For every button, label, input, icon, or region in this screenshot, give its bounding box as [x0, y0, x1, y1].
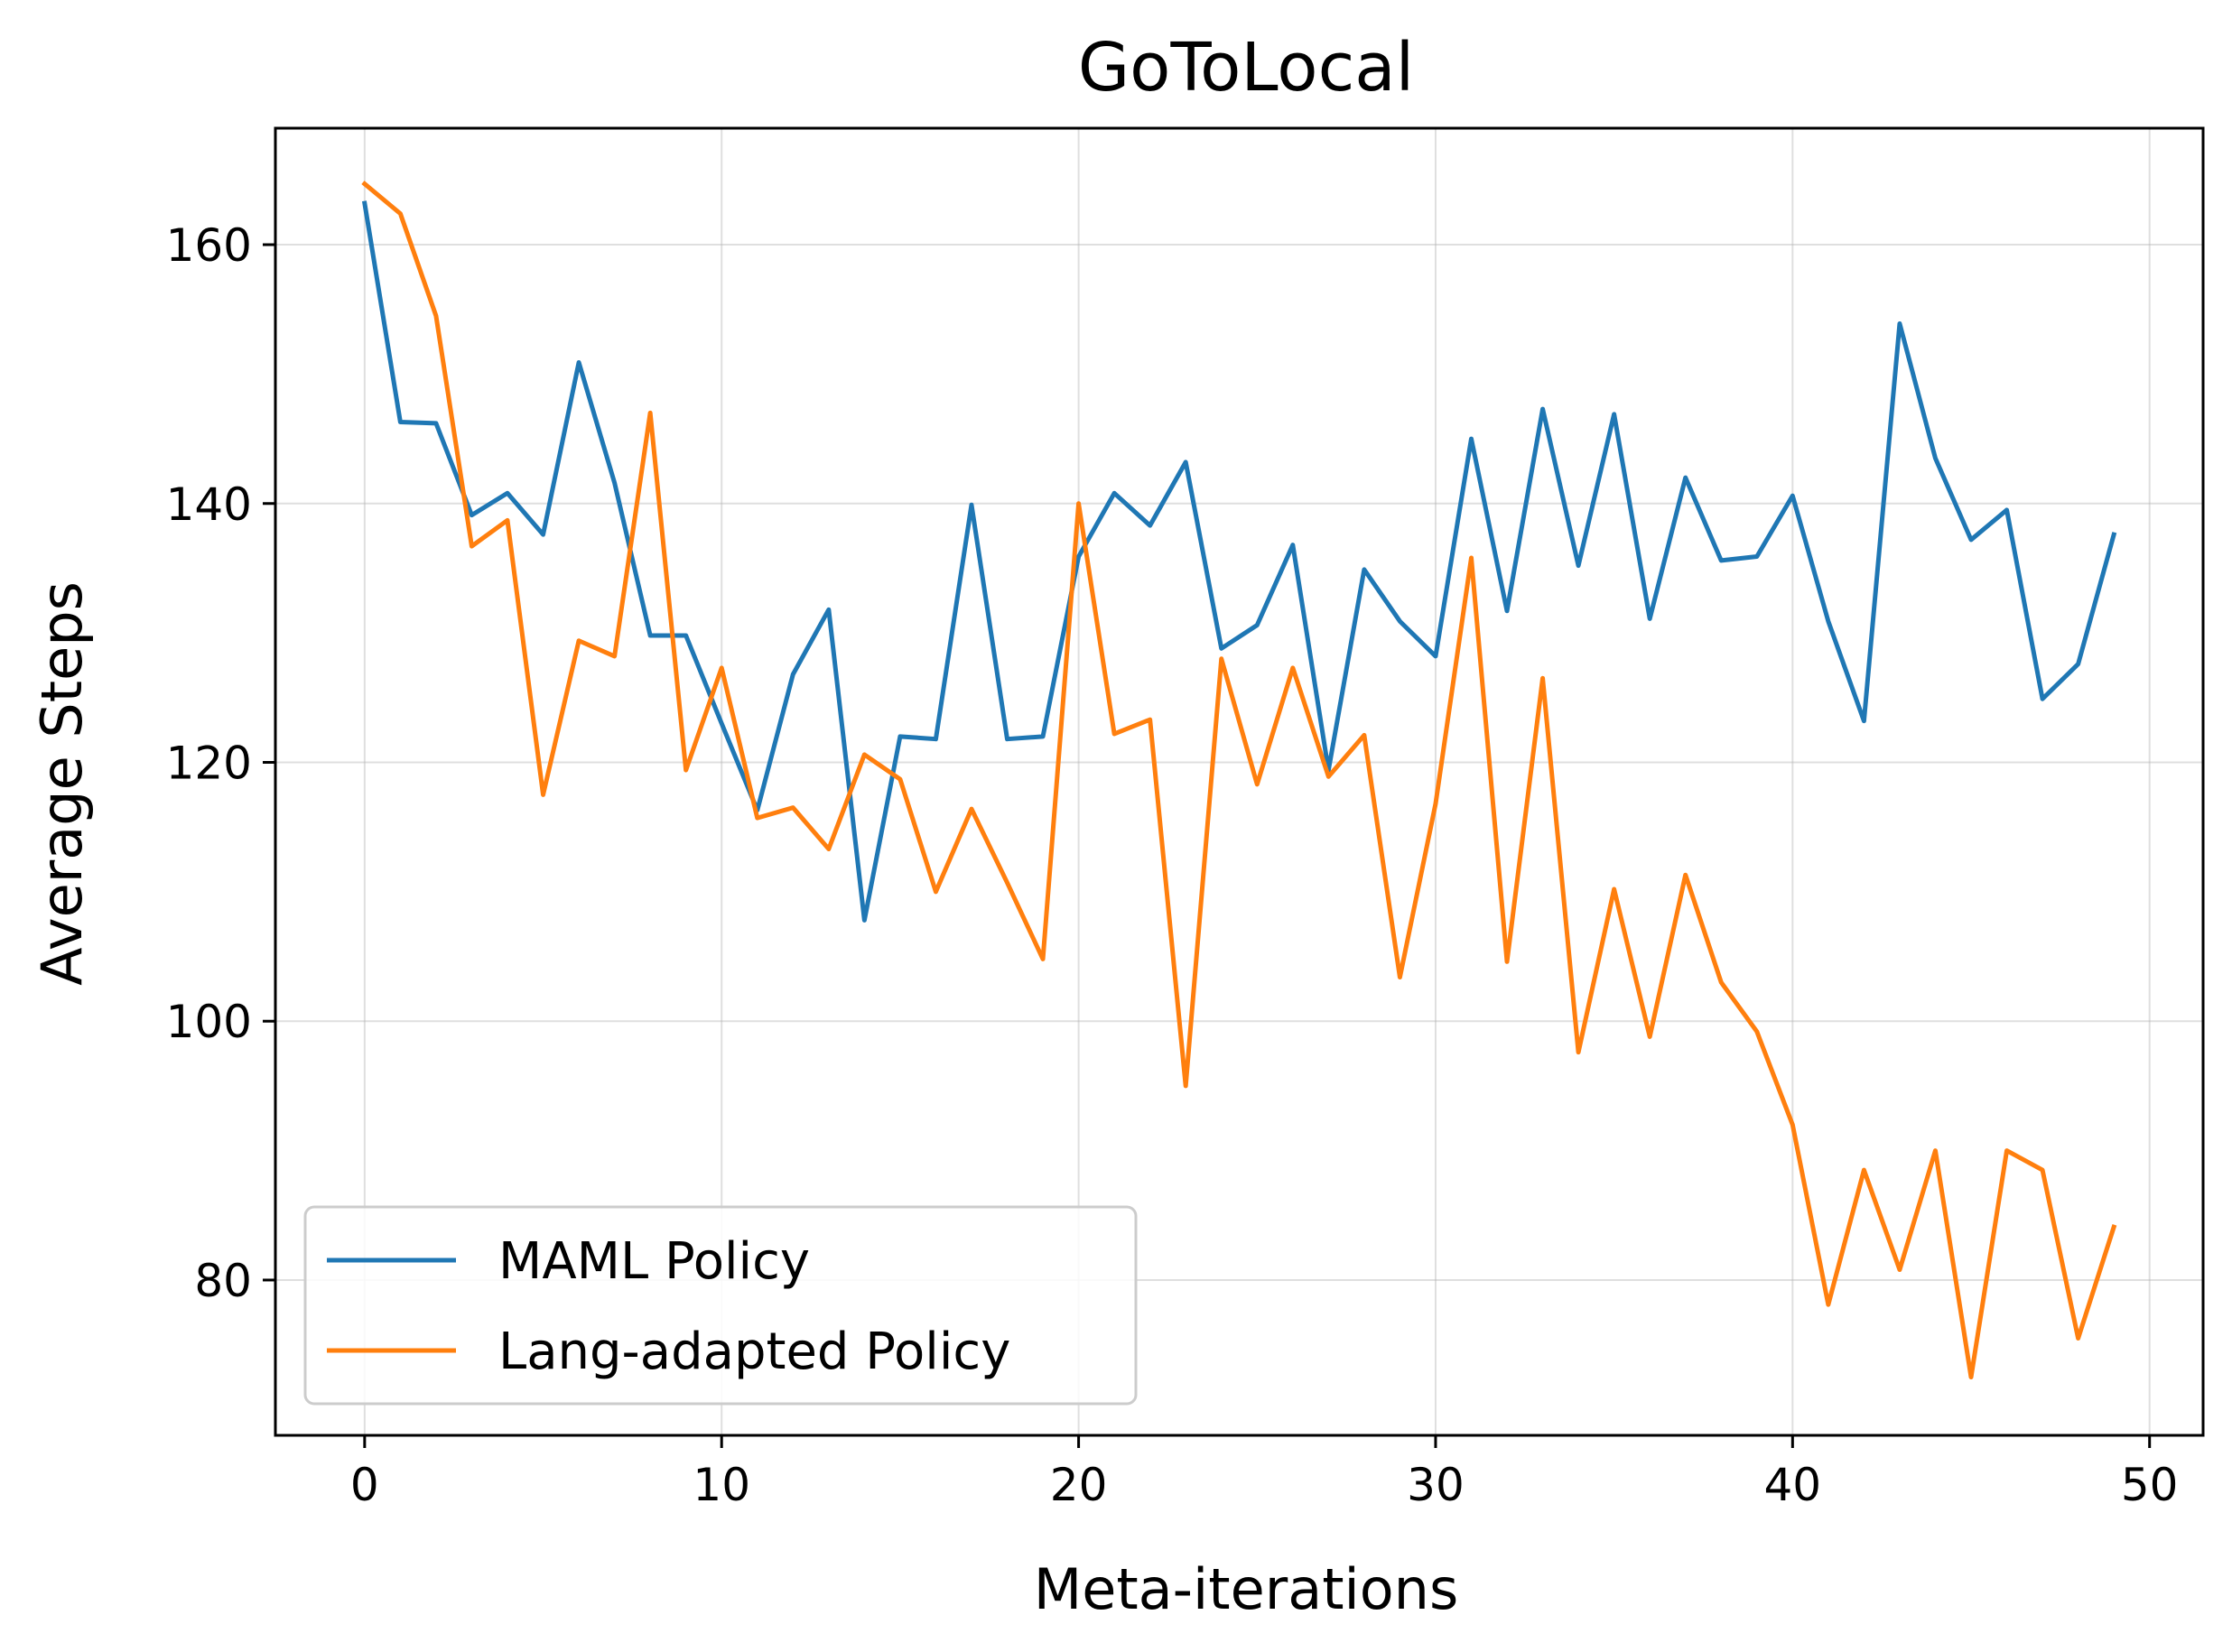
y-axis-label: Average Steps [29, 581, 95, 986]
y-tick-label: 100 [166, 996, 252, 1048]
x-tick-label: 50 [2121, 1459, 2179, 1511]
legend-label-lang-adapted: Lang-adapted Policy [498, 1323, 1010, 1381]
series-line-maml [361, 200, 2117, 923]
x-tick-label: 10 [693, 1459, 750, 1511]
chart-title: GoToLocal [1078, 29, 1414, 107]
x-tick-label: 40 [1764, 1459, 1822, 1511]
y-tick-label: 140 [166, 478, 252, 531]
legend-box [303, 1205, 1138, 1406]
x-tick-label: 30 [1407, 1459, 1465, 1511]
series-layer [361, 181, 2117, 1379]
x-axis-label: Meta-iterations [1034, 1556, 1459, 1622]
plot-frame [274, 126, 2205, 1437]
y-tick-label: 80 [194, 1255, 252, 1307]
y-tick-label: 160 [166, 219, 252, 272]
legend: MAML Policy Lang-adapted Policy [303, 1205, 1138, 1406]
x-tick-label: 20 [1050, 1459, 1108, 1511]
y-tick-label: 120 [166, 737, 252, 789]
tick-layer: 0 10 20 30 40 50 80 100 120 140 160 [166, 219, 2179, 1511]
legend-label-maml: MAML Policy [498, 1232, 810, 1291]
x-tick-label: 0 [350, 1459, 379, 1511]
series-line-lang-adapted [361, 181, 2117, 1379]
